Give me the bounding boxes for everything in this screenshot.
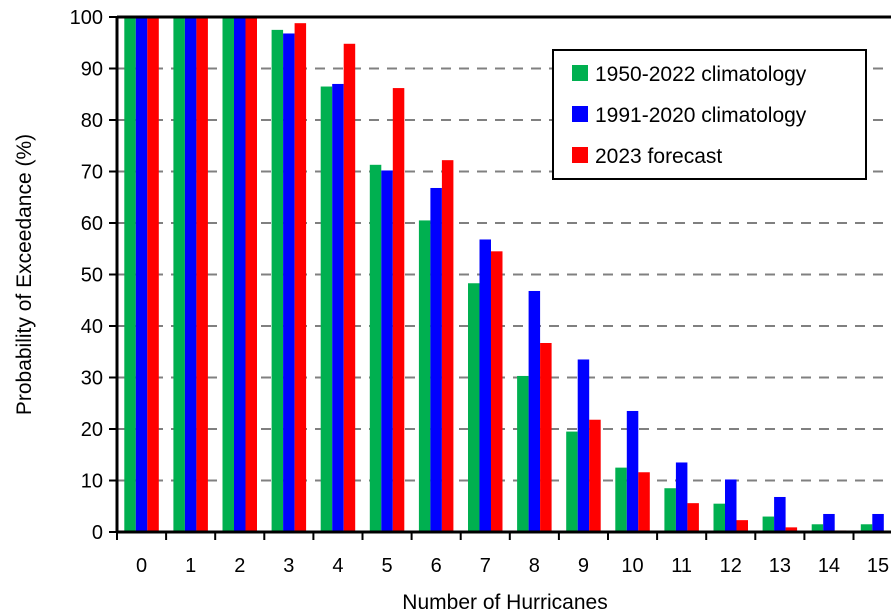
bar-series-2-cat-10 bbox=[626, 410, 639, 532]
y-tick-label-0: 0 bbox=[92, 522, 103, 544]
bar-series-1-cat-2 bbox=[222, 17, 234, 532]
legend: 1950-2022 climatology 1991-2020 climatolo… bbox=[552, 49, 867, 180]
y-tick-label-90: 90 bbox=[81, 59, 103, 81]
bar-series-2-cat-8 bbox=[528, 290, 541, 532]
bar-series-2-cat-4 bbox=[332, 83, 344, 532]
bar-series-1-cat-15 bbox=[860, 524, 873, 532]
y-tick-label-40: 40 bbox=[81, 316, 103, 338]
bar-series-1-cat-8 bbox=[517, 375, 529, 532]
bar-series-2-cat-3 bbox=[283, 33, 295, 532]
bar-series-3-cat-8 bbox=[540, 342, 552, 532]
x-axis-title: Number of Hurricanes bbox=[402, 591, 607, 614]
x-tick-label-2: 2 bbox=[234, 555, 245, 577]
legend-label-1: 1950-2022 climatology bbox=[595, 63, 807, 86]
bar-series-3-cat-13 bbox=[785, 527, 798, 532]
x-tick-label-8: 8 bbox=[529, 555, 540, 577]
bar-series-1-cat-13 bbox=[762, 516, 775, 532]
y-tick-label-70: 70 bbox=[81, 162, 103, 184]
bar-series-1-cat-14 bbox=[811, 524, 824, 532]
x-tick-label-5: 5 bbox=[381, 555, 392, 577]
bar-series-2-cat-9 bbox=[577, 359, 590, 532]
bar-series-2-cat-7 bbox=[479, 239, 491, 533]
y-tick-label-50: 50 bbox=[81, 265, 103, 287]
bar-series-2-cat-14 bbox=[823, 513, 835, 532]
bar-series-3-cat-9 bbox=[589, 419, 601, 532]
bar-series-3-cat-0 bbox=[147, 17, 159, 532]
bar-series-2-cat-12 bbox=[725, 479, 737, 532]
x-tick-label-6: 6 bbox=[431, 555, 442, 577]
legend-swatch-3 bbox=[572, 147, 588, 163]
bar-series-1-cat-1 bbox=[173, 17, 185, 532]
bar-series-2-cat-0 bbox=[135, 17, 148, 532]
y-tick-label-100: 100 bbox=[70, 7, 103, 29]
bar-series-1-cat-10 bbox=[615, 467, 627, 532]
bar-series-2-cat-5 bbox=[381, 170, 393, 532]
bar-series-1-cat-12 bbox=[713, 503, 725, 532]
bar-series-1-cat-11 bbox=[664, 488, 676, 532]
bars bbox=[124, 17, 891, 533]
x-tick-label-10: 10 bbox=[621, 555, 643, 577]
legend-label-2: 1991-2020 climatology bbox=[595, 104, 807, 127]
y-tick-label-20: 20 bbox=[81, 419, 103, 441]
y-tick-label-60: 60 bbox=[81, 213, 103, 235]
bar-series-1-cat-0 bbox=[124, 17, 136, 532]
x-tick-label-0: 0 bbox=[136, 555, 147, 577]
tick-marks bbox=[109, 16, 855, 540]
x-tick-label-15: 15 bbox=[867, 555, 889, 577]
bar-series-2-cat-13 bbox=[774, 496, 786, 532]
y-axis-title: Probability of Exceedance (%) bbox=[13, 134, 36, 415]
bar-series-1-cat-4 bbox=[320, 86, 333, 533]
bar-series-3-cat-11 bbox=[687, 503, 699, 532]
bar-series-1-cat-5 bbox=[369, 164, 382, 532]
bar-series-3-cat-4 bbox=[343, 43, 356, 532]
legend-box bbox=[552, 49, 867, 180]
legend-swatch-2 bbox=[572, 106, 588, 122]
x-tick-label-9: 9 bbox=[578, 555, 589, 577]
bar-series-2-cat-15 bbox=[872, 513, 884, 532]
bar-series-3-cat-12 bbox=[736, 520, 748, 532]
legend-swatch-1 bbox=[572, 65, 588, 81]
bar-series-3-cat-6 bbox=[441, 160, 454, 533]
bar-series-3-cat-1 bbox=[196, 17, 208, 532]
legend-items: 1950-2022 climatology 1991-2020 climatolo… bbox=[572, 63, 807, 168]
bar-series-2-cat-6 bbox=[430, 187, 442, 533]
y-tick-label-80: 80 bbox=[81, 110, 103, 132]
y-tick-label-30: 30 bbox=[81, 368, 103, 390]
bar-series-2-cat-2 bbox=[234, 17, 246, 532]
bar-series-1-cat-6 bbox=[418, 220, 431, 533]
bar-series-1-cat-3 bbox=[271, 29, 284, 532]
bar-series-3-cat-7 bbox=[491, 251, 503, 532]
legend-label-3: 2023 forecast bbox=[595, 145, 722, 168]
x-tick-label-13: 13 bbox=[769, 555, 791, 577]
bar-series-3-cat-3 bbox=[294, 23, 307, 533]
x-tick-label-4: 4 bbox=[332, 555, 343, 577]
bar-series-3-cat-2 bbox=[245, 18, 257, 532]
x-tick-label-3: 3 bbox=[283, 555, 294, 577]
bar-series-3-cat-10 bbox=[638, 472, 650, 532]
x-tick-label-14: 14 bbox=[818, 555, 840, 577]
bar-series-1-cat-9 bbox=[566, 431, 578, 532]
x-tick-label-7: 7 bbox=[480, 555, 491, 577]
x-tick-label-1: 1 bbox=[185, 555, 196, 577]
x-tick-label-12: 12 bbox=[720, 555, 742, 577]
bar-series-2-cat-11 bbox=[675, 462, 688, 532]
bar-series-3-cat-5 bbox=[392, 88, 405, 532]
bar-series-2-cat-1 bbox=[184, 17, 197, 532]
y-tick-label-10: 10 bbox=[81, 471, 103, 493]
x-tick-label-11: 11 bbox=[671, 555, 692, 577]
bar-series-1-cat-7 bbox=[468, 283, 480, 532]
